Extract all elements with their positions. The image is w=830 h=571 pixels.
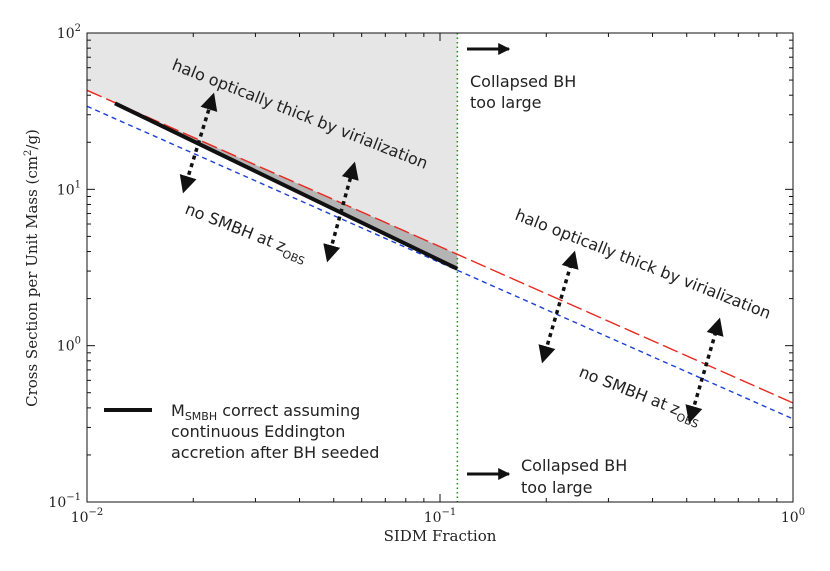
no-smbh-right-main: no SMBH at z — [577, 362, 683, 419]
legend-label-rest: correct assuming — [217, 401, 360, 420]
y-axis-label: Cross Section per Unit Mass (cm2/g) — [23, 129, 41, 407]
collapsed-bh-bottom: Collapsed BH too large — [467, 456, 627, 497]
x-axis-label: SIDM Fraction — [384, 527, 497, 545]
y-tick-label: 100 — [57, 336, 81, 355]
y-tick-label: 102 — [57, 23, 81, 42]
collapsed-bh-top-line2: too large — [470, 93, 541, 112]
no-smbh-right-sub: OBS — [674, 410, 700, 431]
double-arrow-icon — [543, 254, 574, 360]
no-smbh-label-left: no SMBH at zOBS — [181, 199, 310, 268]
x-tick-label: 10−1 — [424, 507, 457, 526]
y-axis-label-main: Cross Section per Unit Mass (cm — [23, 156, 41, 407]
legend-label-line1: MSMBH correct assuming — [171, 401, 360, 423]
y-tick-label: 10−1 — [48, 492, 81, 511]
halo-thick-label-right: halo optically thick by virialization — [513, 205, 774, 323]
y-tick-label: 101 — [57, 179, 81, 198]
no-smbh-left-sub: OBS — [280, 247, 306, 268]
x-tick-label: 100 — [781, 507, 805, 526]
no-smbh-left-main: no SMBH at z — [183, 199, 289, 256]
double-arrow-icon — [690, 321, 719, 420]
collapsed-bh-bottom-line1: Collapsed BH — [521, 456, 627, 475]
collapsed-bh-top-line1: Collapsed BH — [470, 72, 576, 91]
legend-label-prefix: M — [171, 401, 185, 420]
collapsed-bh-bottom-line2: too large — [521, 478, 592, 497]
y-axis-label-tail: /g) — [23, 129, 41, 150]
legend: MSMBH correct assuming continuous Edding… — [104, 401, 379, 462]
x-tick-label: 10−2 — [71, 507, 104, 526]
legend-label-line2: continuous Eddington — [171, 422, 345, 441]
legend-label-line3: accretion after BH seeded — [171, 443, 379, 462]
collapsed-bh-top: Collapsed BH too large — [467, 49, 576, 112]
no-smbh-label-right: no SMBH at zOBS — [575, 362, 704, 431]
